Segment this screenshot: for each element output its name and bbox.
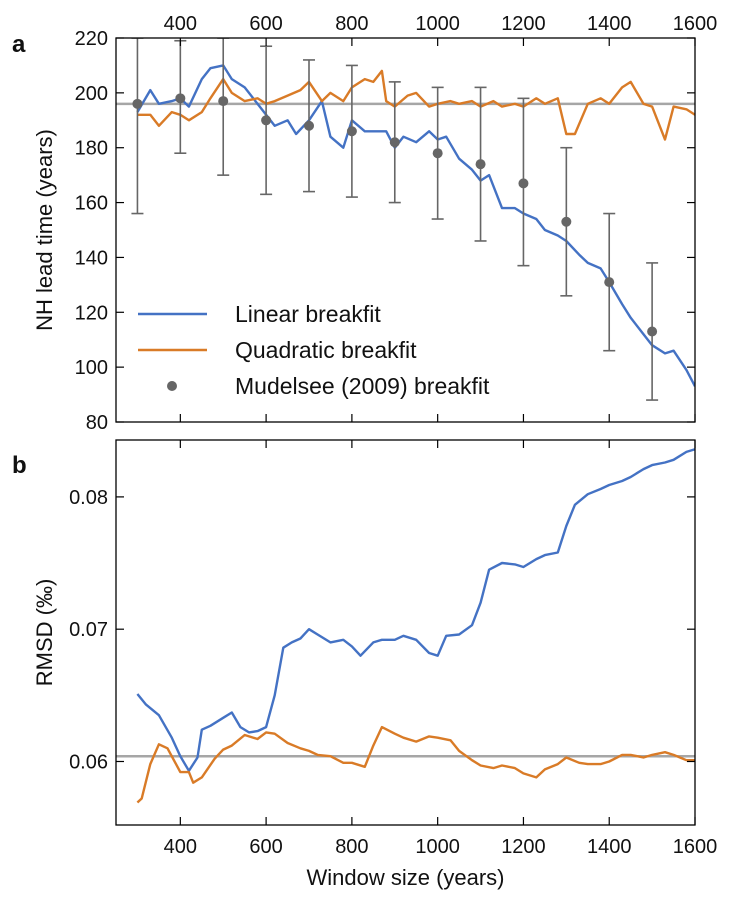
data-point	[518, 178, 529, 189]
panel-letter: b	[12, 452, 27, 479]
x-tick-label-top: 1600	[673, 13, 718, 35]
data-point	[261, 115, 272, 126]
plot-frame	[115, 37, 696, 423]
x-tick-label: 1000	[415, 836, 460, 858]
data-point	[218, 96, 229, 107]
legend-marker	[167, 381, 177, 391]
y-tick-label: 180	[75, 138, 108, 160]
x-tick-label-top: 1200	[501, 13, 546, 35]
y-tick-label: 120	[75, 302, 108, 324]
data-point	[475, 159, 486, 170]
series-line-linear	[136, 448, 695, 772]
y-tick-label: 160	[75, 193, 108, 215]
data-point	[346, 126, 357, 137]
x-tick-label: 1600	[673, 836, 718, 858]
x-tick-label-top: 400	[164, 13, 197, 35]
data-point	[647, 326, 658, 337]
series-line-quadratic	[136, 725, 695, 804]
panel-b: b RMSD (‰) Window size (years) 400 600 800 100…	[12, 439, 718, 890]
plot-area	[136, 448, 695, 804]
data-point	[561, 216, 572, 227]
x-tick-label-top: 800	[335, 13, 368, 35]
x-tick-label: 800	[335, 836, 368, 858]
y-tick-label: 220	[75, 28, 108, 50]
data-point	[304, 120, 314, 131]
y-tick-label: 140	[75, 247, 108, 269]
x-tick-label: 600	[249, 836, 282, 858]
series-line-quadratic	[137, 69, 695, 141]
x-tick-label-top: 1000	[415, 13, 460, 35]
legend: Linear breakfit Quadratic breakfit Mudelse…	[138, 301, 490, 399]
data-point	[132, 98, 143, 109]
y-tick-label: 100	[75, 357, 108, 379]
x-tick-label: 1200	[501, 836, 546, 858]
y-tick-label: 200	[75, 83, 108, 105]
panel-letter: a	[12, 31, 26, 58]
x-tick-label-top: 1400	[587, 13, 632, 35]
y-axis-label: NH lead time (years)	[32, 129, 57, 331]
legend-label: Quadratic breakfit	[235, 337, 417, 363]
data-point	[389, 137, 400, 148]
legend-label: Mudelsee (2009) breakfit	[235, 373, 490, 399]
x-tick-label: 400	[164, 836, 197, 858]
y-axis-label: RMSD (‰)	[32, 579, 57, 687]
plot-area	[131, 38, 695, 401]
y-tick-label: 0.07	[69, 619, 108, 641]
x-axis-label: Window size (years)	[306, 865, 504, 890]
panel-a: a NH lead time (years) 400 600 800 1000 1200 14…	[12, 13, 717, 434]
data-point	[175, 93, 186, 104]
data-point	[604, 277, 615, 288]
x-tick-label: 1400	[587, 836, 632, 858]
data-point	[432, 148, 443, 159]
legend-label: Linear breakfit	[235, 301, 381, 327]
y-tick-label: 80	[86, 412, 108, 434]
y-tick-label: 0.06	[69, 751, 108, 773]
plot-frame	[115, 439, 696, 826]
series-line-linear	[136, 64, 695, 387]
x-tick-label-top: 600	[249, 13, 282, 35]
y-tick-label: 0.08	[69, 487, 108, 509]
